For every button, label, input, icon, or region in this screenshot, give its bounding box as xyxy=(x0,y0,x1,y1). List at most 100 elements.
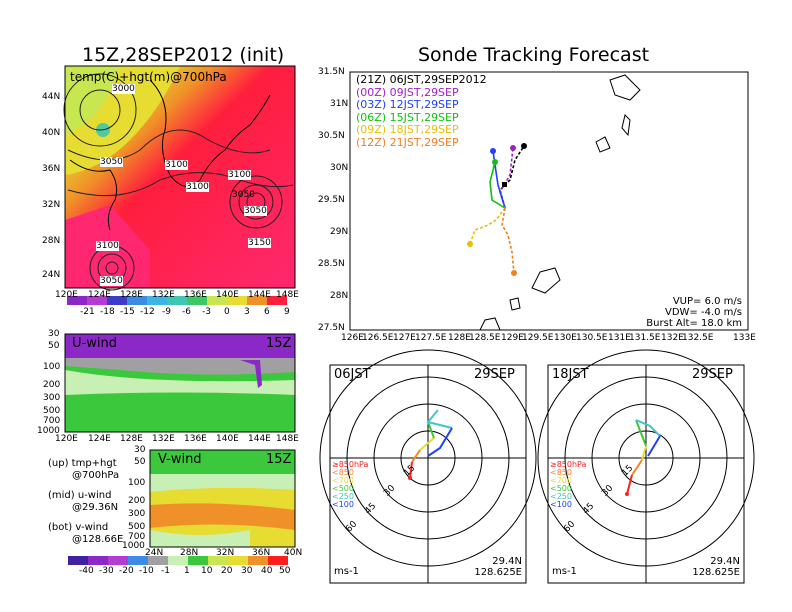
pressure-tick: 700 xyxy=(43,416,61,426)
legend-item: (21Z) 06JST,29SEP2012 xyxy=(356,73,487,86)
lat-tick: 29.5N xyxy=(318,195,345,205)
lat-tick: 28.5N xyxy=(318,259,345,269)
lon-tick: 133E xyxy=(733,333,756,343)
hodo2-levels: ≥850hPa <850 <700 <500 <250 <100 xyxy=(550,460,587,509)
lat-tick: 27.5N xyxy=(318,323,345,333)
island-outline xyxy=(609,74,641,101)
colorbar-label: -18 xyxy=(100,307,115,317)
island-outline xyxy=(531,267,561,294)
lon-tick: 136E xyxy=(184,290,207,300)
track-end-21z xyxy=(521,143,527,149)
lat-tick: 29N xyxy=(330,227,349,237)
lon-tick: 136E xyxy=(184,434,207,444)
contour-3100 xyxy=(67,172,294,197)
legend-item: (00Z) 09JST,29SEP xyxy=(356,85,459,99)
contour-label: 3000 xyxy=(112,84,135,94)
pressure-tick: 100 xyxy=(43,362,61,372)
pressure-tick: 700 xyxy=(128,532,146,542)
lat-tick: 28N xyxy=(42,236,61,246)
note-line: @29.36N xyxy=(72,502,119,513)
hodo2-location: 29.4N 128.625E xyxy=(692,556,740,578)
colorbar-label: 0 xyxy=(224,307,230,317)
colorbar-label: -30 xyxy=(99,566,114,576)
legend-item: (03Z) 12JST,29SEP xyxy=(356,98,459,111)
legend-item: (06Z) 15JST,29SEP xyxy=(356,110,459,124)
contour-label: 3100 xyxy=(228,170,251,180)
island-outline xyxy=(479,317,501,331)
colorbar-label: -20 xyxy=(119,566,134,576)
colorbar-label: -21 xyxy=(80,307,95,317)
lon-tick: 127.5E xyxy=(415,333,447,343)
lon-tick: 128E xyxy=(120,290,143,300)
lon-tick: 140E xyxy=(216,290,239,300)
pressure-tick: 200 xyxy=(128,496,146,506)
colorbar-label: 6 xyxy=(264,307,270,317)
colorbar-label: 50 xyxy=(279,566,291,576)
colorbar-label: 9 xyxy=(284,307,290,317)
hodo2-date: 29SEP xyxy=(692,367,733,382)
track-legend: (21Z) 06JST,29SEP2012 (00Z) 09JST,29SEP … xyxy=(356,73,487,149)
lat-tick: 28N xyxy=(180,548,199,558)
lat-tick: 30.5N xyxy=(318,131,345,141)
typhoon2-contour-1 xyxy=(105,261,119,275)
colorbar-label: -3 xyxy=(202,307,211,317)
note-line: (up) tmp+hgt xyxy=(48,458,117,469)
pressure-tick: 50 xyxy=(134,457,146,467)
colorbar-label: 1 xyxy=(184,566,190,576)
island-outline xyxy=(621,114,631,137)
typhoon-contour-2 xyxy=(238,184,274,220)
lat-tick: 40N xyxy=(42,128,61,138)
track-end-12z xyxy=(511,270,517,276)
contour-label: 3100 xyxy=(186,182,209,192)
sonde-params: VUP= 6.0 m/s VDW= -4.0 m/s Burst Alt= 18… xyxy=(646,296,742,329)
colorbar-label: -6 xyxy=(182,307,191,317)
pressure-tick: 30 xyxy=(134,445,146,455)
track-09z xyxy=(469,207,506,245)
colorbar-label: 20 xyxy=(221,566,233,576)
lon-tick: 129.5E xyxy=(522,333,554,343)
lon-tick: 132.5E xyxy=(682,333,714,343)
u-wind-title: U-wind xyxy=(72,336,117,351)
lon-tick: 120E xyxy=(55,290,78,300)
pressure-tick: 500 xyxy=(128,522,146,532)
v-wind-time: 15Z xyxy=(266,452,292,467)
pressure-tick: 100 xyxy=(128,478,146,488)
note-line: (mid) u-wind xyxy=(48,490,112,501)
pressure-tick: 1000 xyxy=(122,541,145,551)
lon-tick: 144E xyxy=(248,434,271,444)
track-06z xyxy=(489,161,506,209)
lat-tick: 24N xyxy=(42,270,61,280)
u-wind-time: 15Z xyxy=(266,336,292,351)
contour-label: 3100 xyxy=(165,160,188,170)
lon-tick: 124E xyxy=(88,434,111,444)
lon-tick: 132E xyxy=(661,333,684,343)
lon-tick: 120E xyxy=(55,434,78,444)
lon-tick: 128.5E xyxy=(469,333,501,343)
sonde-title: Sonde Tracking Forecast xyxy=(418,44,650,66)
note-line: @128.66E xyxy=(72,534,124,545)
lat-tick: 32N xyxy=(42,200,61,210)
note-line: (bot) v-wind xyxy=(48,522,109,533)
param-vup: VUP= 6.0 m/s xyxy=(672,296,742,307)
lon-tick: 132E xyxy=(152,434,175,444)
colorbar-label: 10 xyxy=(201,566,213,576)
map-frame xyxy=(64,65,296,289)
lat-tick: 24N xyxy=(145,548,164,558)
lon-tick: 127E xyxy=(393,333,416,343)
contour-label: 3100 xyxy=(96,241,119,251)
contour-label: 3150 xyxy=(248,238,271,248)
pressure-tick: 1000 xyxy=(37,426,60,436)
lon-tick: 144E xyxy=(248,290,271,300)
track-end-00z xyxy=(510,145,516,151)
lon-tick: 128E xyxy=(120,434,143,444)
lon-tick: 131E xyxy=(608,333,631,343)
hodo1-location: 29.4N 128.625E xyxy=(474,556,522,578)
coastline-china xyxy=(69,159,118,231)
pressure-tick: 30 xyxy=(48,329,60,339)
lon-tick: 148E xyxy=(276,290,299,300)
low-contour-2 xyxy=(63,73,137,147)
colorbar-label: -9 xyxy=(162,307,171,317)
lon-tick: 126E xyxy=(341,333,364,343)
